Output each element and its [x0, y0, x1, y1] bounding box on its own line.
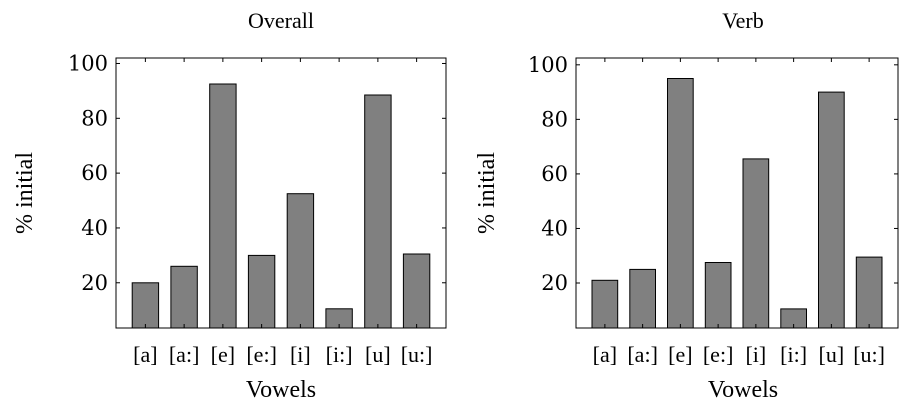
chart-verb: Verb % initial Vowels [a] [a:] [e] [e:] [i][… [474, 8, 899, 403]
x-tick-label: [e] [668, 342, 692, 367]
x-axis-label: Vowels [708, 377, 778, 403]
y-tick-label: 100 [68, 51, 108, 75]
x-tick-label: [i] [745, 342, 766, 367]
bar-u [364, 94, 392, 329]
plot-frame [115, 57, 447, 329]
chart-title: Overall [248, 8, 314, 33]
bar-a [131, 282, 160, 329]
bar-e-long [247, 254, 276, 329]
chart-title: Verb [722, 8, 764, 33]
x-tick-label: [a] [593, 342, 617, 367]
bar-i [742, 158, 770, 329]
y-tick-label: 60 [81, 161, 108, 185]
x-tick-label: [a] [133, 342, 157, 367]
plot-area: [a] [a:] [e] [e:] [i] [i:] [u] [u:] 20 40 60 80 100 [528, 53, 899, 367]
chart-overall: Overall % initial Vowels [a] [a:] [e] [e:][… [12, 8, 447, 403]
y-tick-label: 80 [541, 107, 568, 131]
x-tick-label: [u:] [401, 342, 433, 367]
bar-u [818, 91, 845, 329]
bar-e-long [704, 262, 732, 329]
y-tick-label: 60 [541, 162, 568, 186]
y-tick-label: 100 [528, 53, 568, 77]
plot-frame [575, 57, 899, 329]
x-tick-label: [a:] [627, 342, 658, 367]
bar-a [591, 279, 619, 329]
y-axis-label: % initial [12, 152, 38, 234]
bar-u-long [855, 256, 883, 329]
x-tick-label: [a:] [169, 342, 200, 367]
x-tick-label: [u:] [853, 342, 885, 367]
y-tick-label: 40 [541, 216, 568, 240]
bar-a-long [170, 265, 198, 329]
bar-u-long [402, 253, 431, 329]
bar-i [286, 193, 315, 329]
x-tick-label: [e:] [246, 342, 277, 367]
y-tick-label: 20 [81, 271, 108, 295]
y-tick-label: 40 [81, 216, 108, 240]
x-axis-label: Vowels [246, 377, 316, 403]
x-tick-label: [e:] [703, 342, 734, 367]
x-tick-label: [u] [365, 342, 391, 367]
x-tick-label: [i:] [780, 342, 807, 367]
x-tick-label: [e] [211, 342, 235, 367]
x-tick-label: [i:] [326, 342, 353, 367]
x-tick-label: [u] [819, 342, 845, 367]
x-tick-label: [i] [290, 342, 311, 367]
y-tick-label: 80 [81, 106, 108, 130]
y-tick-label: 20 [541, 271, 568, 295]
bar-e [209, 83, 237, 329]
y-axis-label: % initial [474, 152, 500, 234]
bar-a-long [629, 268, 656, 329]
bar-e [667, 78, 694, 329]
plot-area: [a] [a:] [e] [e:] [i] [i:] [u] [u:] 20 40 60 80 100 [68, 51, 447, 367]
